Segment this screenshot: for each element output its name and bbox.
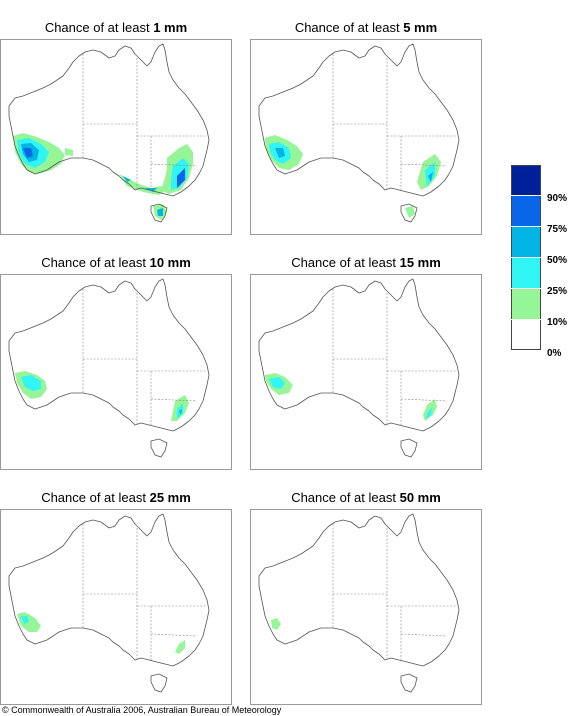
legend-swatch-25 <box>511 258 541 288</box>
australia-map <box>258 278 460 458</box>
rainfall-probability-shading <box>265 373 437 421</box>
state-borders <box>82 524 207 662</box>
legend-label-90: 90% <box>547 193 568 204</box>
australia-map <box>258 513 460 693</box>
panel-title: Chance of at least 10 mm <box>41 255 191 270</box>
legend-label-50: 50% <box>547 255 568 266</box>
legend-label-25: 25% <box>547 286 568 297</box>
panel-title: Chance of at least 15 mm <box>291 255 441 270</box>
rainfall-probability-shading <box>265 135 441 218</box>
state-borders <box>332 54 457 192</box>
state-borders <box>332 524 457 662</box>
probability-legend: 90% 75% 50% 25% 10% 0% <box>511 165 570 359</box>
australia-map <box>8 513 210 693</box>
coastline <box>258 278 460 432</box>
rainfall-probability-shading <box>271 618 281 630</box>
legend-swatch-10 <box>511 289 541 319</box>
coastline <box>258 513 460 667</box>
australia-map <box>258 43 460 223</box>
panel-title: Chance of at least 50 mm <box>291 490 441 505</box>
australia-map <box>8 43 210 223</box>
legend-swatch-50 <box>511 227 541 257</box>
coastline <box>8 513 210 667</box>
tasmania <box>400 203 418 223</box>
map-frame <box>250 39 482 235</box>
legend-swatch-90 <box>511 165 541 195</box>
tasmania <box>400 438 418 458</box>
tasmania <box>150 673 168 693</box>
panel-title: Chance of at least 5 mm <box>294 20 438 35</box>
rainfall-probability-shading <box>17 612 185 654</box>
map-frame <box>250 274 482 470</box>
coastline <box>8 43 210 197</box>
map-frame <box>0 39 232 235</box>
map-frame <box>0 509 232 705</box>
legend-label-10: 10% <box>547 317 568 328</box>
rainfall-probability-shading <box>13 133 193 220</box>
legend-label-75: 75% <box>547 224 568 235</box>
state-borders <box>332 289 457 427</box>
map-frame <box>250 509 482 705</box>
legend-label-0: 0% <box>547 348 562 359</box>
tasmania <box>150 438 168 458</box>
state-borders <box>82 54 207 192</box>
coastline <box>258 43 460 197</box>
panel-title: Chance of at least 25 mm <box>41 490 191 505</box>
copyright-notice: © Commonwealth of Australia 2006, Austra… <box>2 705 282 715</box>
panel-title: Chance of at least 1 mm <box>44 20 188 35</box>
legend-swatch-75 <box>511 196 541 226</box>
state-borders <box>82 289 207 427</box>
tasmania <box>400 673 418 693</box>
map-frame <box>0 274 232 470</box>
rainfall-probability-shading <box>15 371 189 421</box>
australia-map <box>8 278 210 458</box>
tasmania <box>150 203 168 223</box>
coastline <box>8 278 210 432</box>
legend-swatch-0 <box>511 320 541 350</box>
